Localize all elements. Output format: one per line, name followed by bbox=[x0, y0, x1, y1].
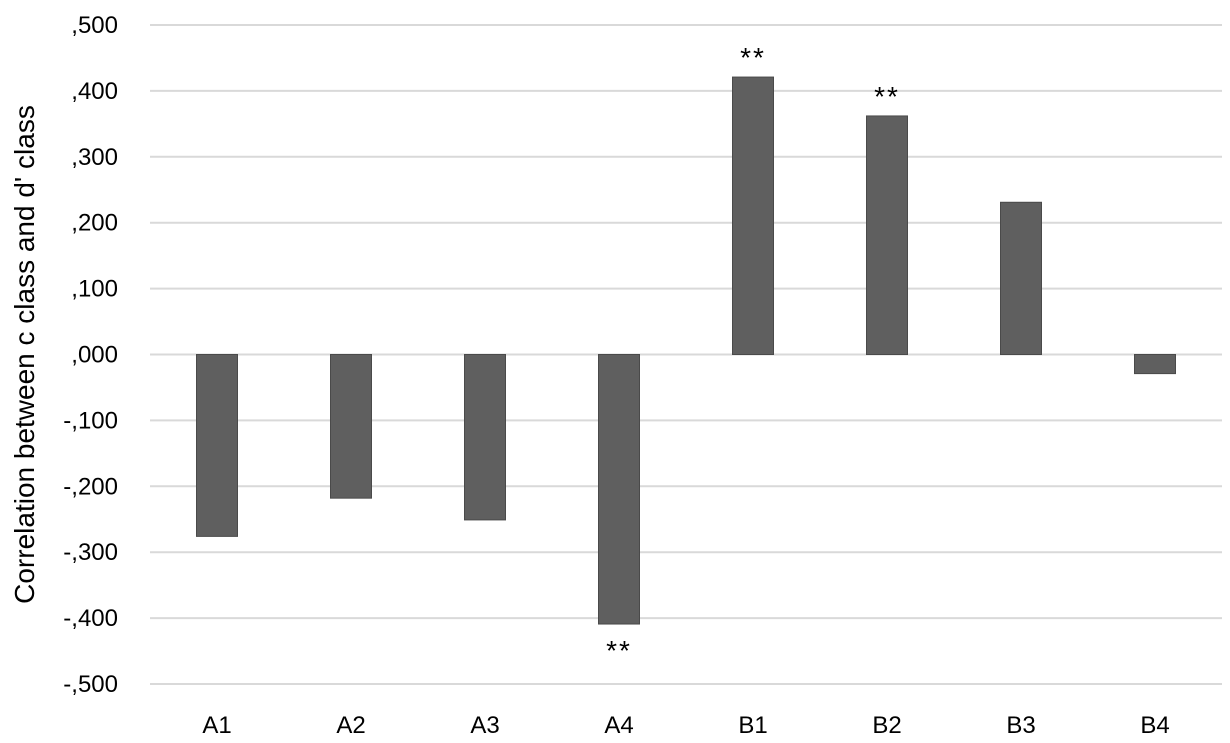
gridlines bbox=[150, 24, 1222, 685]
bar-b4 bbox=[1134, 354, 1176, 375]
significance-marker: ** bbox=[874, 81, 900, 112]
x-tick-label: B3 bbox=[1006, 712, 1035, 739]
x-tick-label: A1 bbox=[202, 712, 231, 739]
y-tick-label: ,200 bbox=[71, 210, 118, 237]
x-tick-label: A2 bbox=[336, 712, 365, 739]
y-tick-label: ,000 bbox=[71, 342, 118, 369]
significance-marker: ** bbox=[740, 42, 766, 73]
y-tick-label: -,500 bbox=[63, 671, 118, 698]
x-tick-label: B2 bbox=[872, 712, 901, 739]
y-tick-label: ,100 bbox=[71, 276, 118, 303]
bar-a4 bbox=[598, 354, 640, 625]
y-axis-ticks: ,500 ,400 ,300 ,200 ,100 ,000 -,100 -,200 -,300 -… bbox=[63, 12, 118, 698]
x-axis-ticks: A1 A2 A3 A4 B1 B2 B3 B4 bbox=[202, 712, 1169, 739]
x-tick-label: A3 bbox=[470, 712, 499, 739]
y-axis-title: Correlation between c class and d' class bbox=[9, 105, 40, 604]
y-tick-label: ,400 bbox=[71, 78, 118, 105]
bars bbox=[196, 76, 1176, 625]
bar-b2 bbox=[866, 115, 908, 355]
x-tick-label: B4 bbox=[1140, 712, 1169, 739]
x-tick-label: B1 bbox=[738, 712, 767, 739]
bar-a3 bbox=[464, 354, 506, 521]
bar-b1 bbox=[732, 76, 774, 355]
y-tick-label: -,300 bbox=[63, 539, 118, 566]
y-tick-label: -,100 bbox=[63, 407, 118, 434]
bar-b3 bbox=[1000, 201, 1042, 355]
y-tick-label: -,200 bbox=[63, 473, 118, 500]
y-tick-label: -,400 bbox=[63, 605, 118, 632]
bar-a1 bbox=[196, 354, 238, 537]
y-tick-label: ,500 bbox=[71, 12, 118, 39]
y-tick-label: ,300 bbox=[71, 144, 118, 171]
x-tick-label: A4 bbox=[604, 712, 633, 739]
significance-marker: ** bbox=[606, 635, 632, 666]
bar-a2 bbox=[330, 354, 372, 499]
significance-markers: ** ** ** bbox=[606, 42, 900, 666]
